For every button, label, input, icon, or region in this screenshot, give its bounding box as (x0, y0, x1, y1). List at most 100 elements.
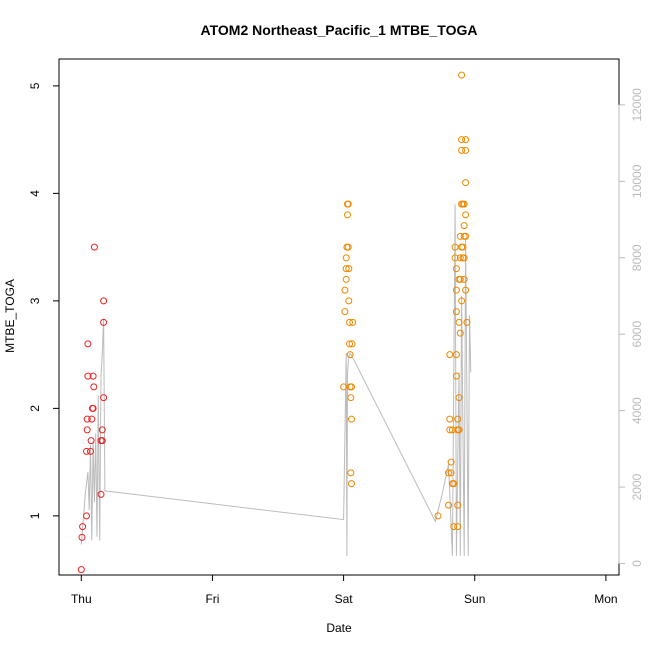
secondary-line (80, 204, 472, 556)
data-point (458, 297, 466, 305)
data-point (456, 254, 464, 262)
y-axis-label: MTBE_TOGA (3, 279, 17, 353)
points-layer (77, 71, 471, 574)
data-point (458, 71, 466, 79)
data-point (87, 447, 94, 455)
data-point (458, 146, 466, 154)
y-tick-label: 5 (28, 82, 42, 89)
y2-tick-label: 12000 (630, 88, 644, 122)
data-point (458, 136, 466, 144)
data-point (346, 340, 353, 348)
data-point (100, 297, 108, 305)
data-point (344, 200, 352, 208)
data-point (456, 275, 464, 283)
data-point (342, 275, 350, 283)
data-point (79, 523, 87, 531)
data-point (90, 243, 98, 251)
data-point (341, 308, 349, 316)
data-point (460, 222, 468, 230)
data-point (452, 308, 460, 316)
y2-tick-label: 0 (630, 560, 644, 567)
data-point (447, 469, 455, 477)
data-point (434, 512, 442, 520)
data-point (348, 480, 355, 488)
data-point (83, 512, 90, 520)
data-point (84, 372, 92, 380)
data-point (84, 340, 92, 348)
data-point (344, 211, 351, 219)
data-point (454, 523, 462, 531)
data-point (450, 480, 458, 488)
y-tick-label: 3 (28, 297, 42, 304)
data-point (446, 426, 454, 434)
data-point (348, 340, 356, 348)
data-point (455, 426, 463, 434)
data-point (83, 447, 90, 455)
data-point (451, 254, 459, 262)
data-point (462, 286, 470, 294)
data-point (89, 404, 97, 412)
data-point (345, 297, 353, 305)
data-point (88, 415, 96, 423)
data-point (450, 523, 458, 531)
data-point (100, 394, 108, 402)
data-point (349, 318, 357, 326)
data-point (445, 501, 452, 509)
data-point (448, 426, 456, 434)
data-point (98, 437, 106, 445)
x-tick-label: Sat (335, 592, 354, 606)
y2-tick-label: 4000 (630, 397, 644, 424)
data-point (348, 415, 355, 423)
y-axis: 1 2 3 4 5 (28, 82, 60, 519)
x-tick-label: Mon (594, 592, 617, 606)
data-point (97, 490, 105, 498)
data-point (462, 146, 470, 154)
data-point (454, 415, 462, 423)
data-point (78, 533, 86, 541)
data-point (347, 469, 355, 477)
data-point (89, 372, 97, 380)
x-tick-label: Thu (71, 592, 92, 606)
data-point (460, 254, 468, 262)
y2-tick-label: 6000 (630, 321, 644, 348)
data-point (454, 501, 462, 509)
data-point (347, 394, 355, 402)
data-point (459, 243, 467, 251)
data-point (447, 458, 455, 466)
data-point (446, 351, 454, 359)
y2-tick-label: 10000 (630, 164, 644, 198)
data-point (87, 437, 95, 445)
y-tick-label: 1 (28, 512, 42, 519)
data-point (463, 318, 471, 326)
data-point (83, 426, 91, 434)
data-point (98, 426, 106, 434)
x-axis: Thu Fri Sat Sun Mon (71, 574, 618, 606)
data-point (456, 329, 464, 337)
data-point (346, 351, 354, 359)
data-point (342, 254, 350, 262)
data-point (341, 286, 349, 294)
data-point (452, 351, 460, 359)
data-point (460, 200, 468, 208)
x-tick-label: Fri (205, 592, 219, 606)
data-point (342, 265, 350, 273)
data-point (452, 286, 460, 294)
data-point (452, 265, 460, 273)
secondary-y-axis: 0 2000 4000 6000 8000 10000 12000 (618, 88, 644, 567)
data-point (462, 136, 470, 144)
secondary-line-layer (80, 204, 472, 556)
data-point (462, 232, 470, 240)
y2-tick-label: 2000 (630, 473, 644, 500)
x-tick-label: Sun (464, 592, 485, 606)
data-point (90, 383, 98, 391)
data-point (446, 415, 454, 423)
data-point (455, 394, 463, 402)
x-axis-label: Date (326, 621, 352, 635)
plot-frame (58, 58, 620, 576)
data-point (462, 211, 470, 219)
y2-tick-label: 8000 (630, 244, 644, 271)
data-point (100, 318, 108, 326)
y-tick-label: 2 (28, 405, 42, 412)
data-point (77, 566, 85, 574)
data-point (455, 318, 463, 326)
